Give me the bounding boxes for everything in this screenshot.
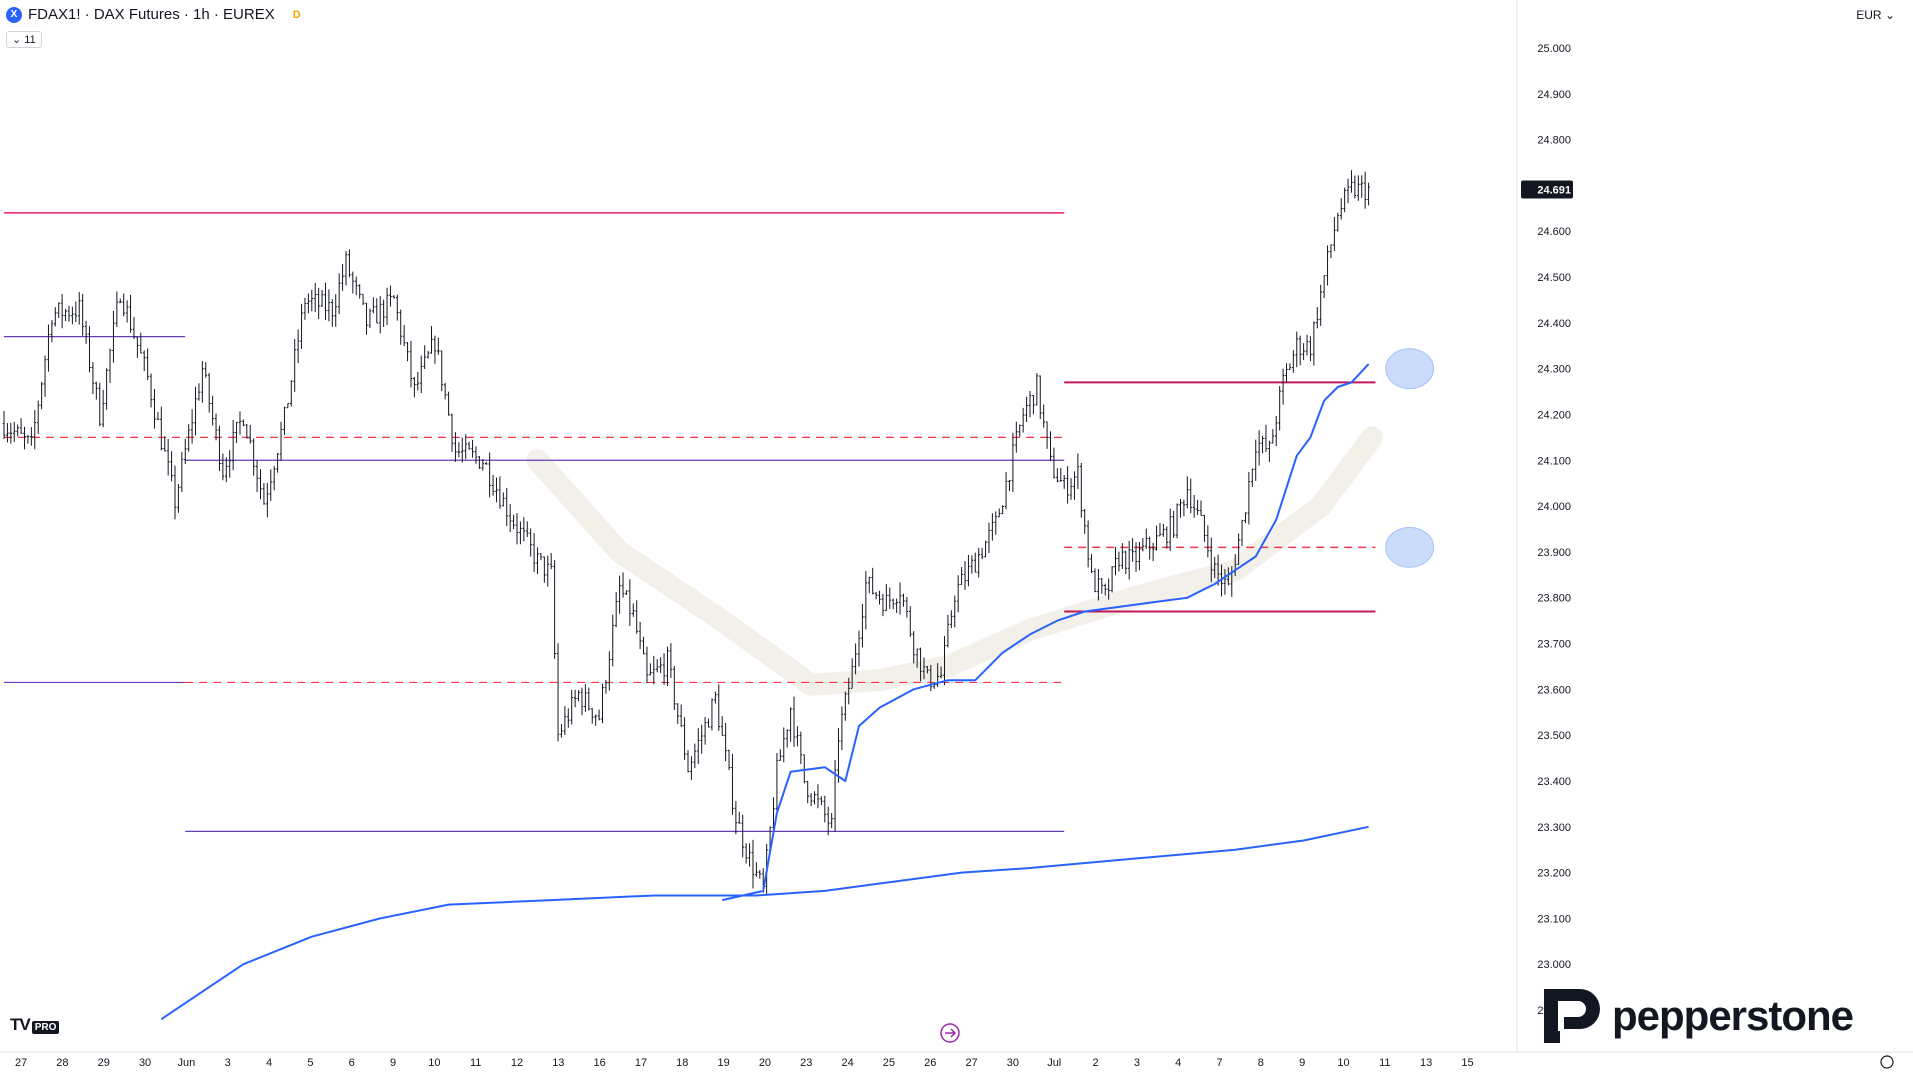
price-tick-label: 23.400 — [1537, 776, 1571, 788]
tv-pro-badge: PRO — [31, 1021, 60, 1034]
time-tick-label: 4 — [1175, 1057, 1181, 1069]
time-tick-label: 18 — [676, 1057, 688, 1069]
tv-logo-text: TV — [10, 1015, 31, 1034]
time-tick-label: 3 — [1134, 1057, 1140, 1069]
time-tick-label: 12 — [511, 1057, 523, 1069]
pepperstone-watermark: pepperstone — [1538, 985, 1854, 1047]
time-tick-label: 15 — [1461, 1057, 1473, 1069]
faint-ma-layer — [526, 426, 1383, 696]
chart-title[interactable]: FDAX1! · DAX Futures · 1h · EUREX — [28, 6, 275, 23]
symbol-icon[interactable]: X — [6, 6, 22, 23]
price-tick-label: 24.500 — [1537, 272, 1571, 284]
time-tick-label: 13 — [1420, 1057, 1432, 1069]
price-tick-label: 23.700 — [1537, 639, 1571, 651]
time-tick-label: 26 — [924, 1057, 936, 1069]
price-axis: 22.90023.00023.10023.20023.30023.40023.5… — [1516, 0, 1573, 1052]
time-tick-label: 16 — [594, 1057, 606, 1069]
time-tick-label: 3 — [225, 1057, 231, 1069]
time-tick-label: 24 — [841, 1057, 853, 1069]
arrow-right-icon — [945, 1028, 957, 1038]
price-tick-label: 23.300 — [1537, 822, 1571, 834]
chart-header: X FDAX1! · DAX Futures · 1h · EUREX D — [6, 6, 301, 23]
time-tick-label: 8 — [1258, 1057, 1264, 1069]
time-tick-label: 2 — [1092, 1057, 1098, 1069]
price-tick-label: 24.000 — [1537, 501, 1571, 513]
time-tick-label: Jul — [1047, 1057, 1061, 1069]
time-tick-label: 11 — [1379, 1057, 1390, 1069]
scroll-to-realtime-icon[interactable] — [940, 1023, 960, 1043]
time-tick-label: 29 — [98, 1057, 110, 1069]
indicator-count: 11 — [24, 34, 36, 46]
last-price-tag — [1521, 180, 1573, 199]
time-tick-label: 30 — [139, 1057, 151, 1069]
price-tick-label: 24.200 — [1537, 409, 1571, 421]
ma-slow-line[interactable] — [160, 825, 1369, 1021]
price-tick-label: 24.400 — [1537, 318, 1571, 330]
time-tick-label: 11 — [470, 1057, 481, 1069]
time-tick-label: 5 — [307, 1057, 313, 1069]
marker-upper[interactable] — [1385, 348, 1435, 390]
moving-averages — [160, 363, 1370, 1021]
price-tick-label: 23.000 — [1537, 959, 1571, 971]
time-tick-label: 23 — [800, 1057, 812, 1069]
price-tick-label: 23.900 — [1537, 547, 1571, 559]
price-tick-label: 23.500 — [1537, 730, 1571, 742]
currency-label: EUR — [1856, 8, 1882, 22]
time-tick-label: 9 — [1299, 1057, 1305, 1069]
time-tick-label: 28 — [56, 1057, 68, 1069]
price-tick-label: 24.900 — [1537, 89, 1571, 101]
time-tick-label: 7 — [1216, 1057, 1222, 1069]
horizontal-levels — [4, 212, 1376, 832]
delay-badge: D — [292, 8, 301, 21]
price-tick-label: 25.000 — [1537, 43, 1571, 55]
time-tick-label: 20 — [759, 1057, 771, 1069]
chevron-down-icon: ⌄ — [12, 34, 22, 46]
time-tick-label: 27 — [15, 1057, 27, 1069]
price-tick-label: 24.600 — [1537, 226, 1571, 238]
price-tick-label: 23.200 — [1537, 868, 1571, 880]
highlight-markers — [1385, 348, 1435, 568]
price-tick-label: 23.100 — [1537, 913, 1571, 925]
time-tick-label: Jun — [178, 1057, 196, 1069]
price-tick-label: 23.600 — [1537, 684, 1571, 696]
brand-name: pepperstone — [1612, 992, 1854, 1039]
time-tick-label: 9 — [390, 1057, 396, 1069]
chevron-down-icon: ⌄ — [1884, 8, 1895, 22]
currency-selector[interactable]: EUR ⌄ — [1856, 8, 1895, 22]
indicator-collapse-button[interactable]: ⌄ 11 — [6, 31, 42, 48]
pepperstone-logo-icon — [1544, 989, 1600, 1043]
last-price-label: 24.691 — [1537, 185, 1571, 197]
candles-layer — [2, 170, 1370, 894]
time-tick-label: 19 — [718, 1057, 730, 1069]
time-axis: 27 28 29 30 Jun 3 4 5 6 9 10 11 12 13 16 17 18 19 20 23 24 25… — [0, 1023, 1913, 1069]
price-tick-label: 24.300 — [1537, 364, 1571, 376]
time-tick-label: 10 — [1337, 1057, 1349, 1069]
price-tick-label: 24.800 — [1537, 135, 1571, 147]
time-tick-label: 4 — [266, 1057, 272, 1069]
price-tick-label: 23.800 — [1537, 593, 1571, 605]
time-tick-label: 6 — [349, 1057, 355, 1069]
time-tick-label: 13 — [552, 1057, 564, 1069]
time-tick-label: 27 — [965, 1057, 977, 1069]
time-tick-label: 10 — [428, 1057, 440, 1069]
ma-fast-line[interactable] — [721, 363, 1370, 902]
marker-lower[interactable] — [1385, 526, 1435, 568]
time-tick-label: 25 — [883, 1057, 895, 1069]
time-tick-label: 30 — [1007, 1057, 1019, 1069]
time-tick-label: 17 — [635, 1057, 647, 1069]
price-tick-label: 24.100 — [1537, 455, 1571, 467]
faint-ma-band — [526, 426, 1383, 696]
tradingview-logo[interactable]: TV PRO — [10, 1015, 60, 1035]
gear-icon[interactable] — [1880, 1055, 1894, 1069]
